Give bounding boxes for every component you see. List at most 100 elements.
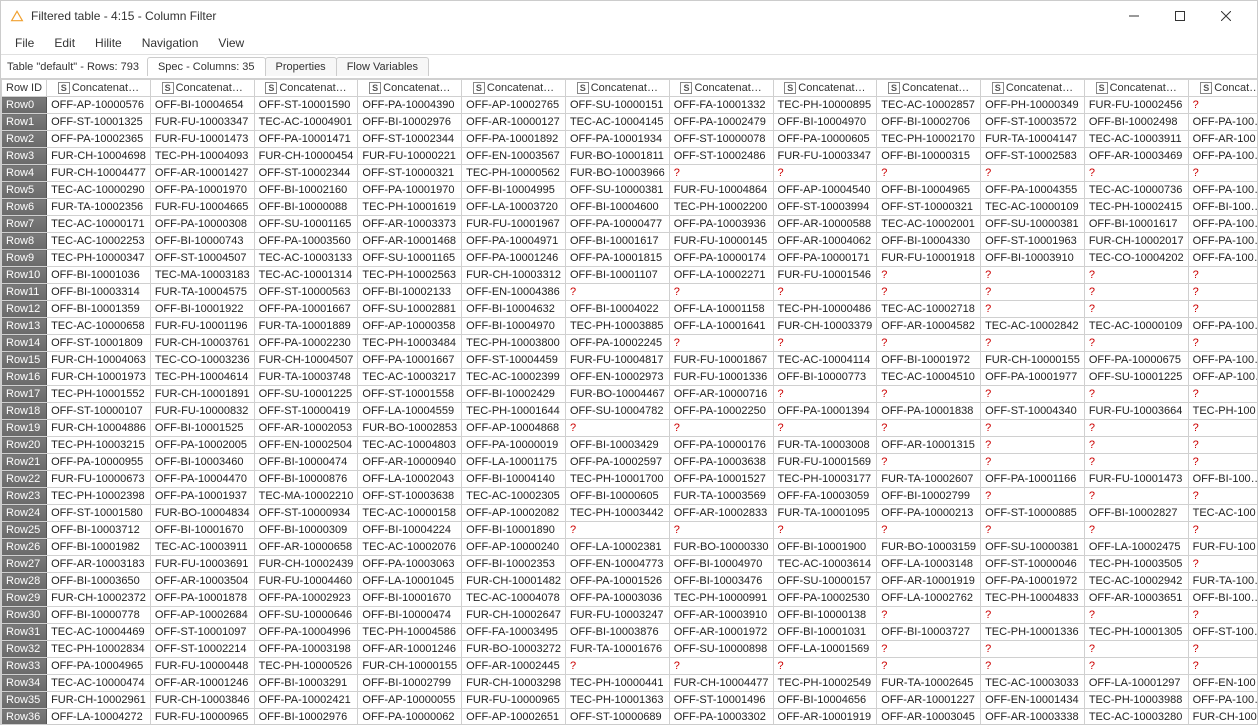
column-header[interactable]: SConcatenat… [877,80,981,97]
table-row[interactable]: Row27OFF-AR-10003183FUR-FU-10003691FUR-C… [2,556,1258,573]
table-row[interactable]: Row24OFF-ST-10001580FUR-BO-10004834OFF-S… [2,505,1258,522]
tab-properties[interactable]: Properties [265,57,337,76]
table-row[interactable]: Row7TEC-AC-10000171OFF-PA-10000308OFF-SU… [2,216,1258,233]
data-cell: TEC-AC-10000109 [1084,318,1188,335]
table-row[interactable]: Row32TEC-PH-10002834OFF-ST-10002214OFF-P… [2,641,1258,658]
column-header[interactable]: SConcatenat… [150,80,254,97]
table-row[interactable]: Row0OFF-AP-10000576OFF-BI-10004654OFF-ST… [2,97,1258,114]
table-row[interactable]: Row3FUR-CH-10004698TEC-PH-10004093FUR-CH… [2,148,1258,165]
table-row[interactable]: Row14OFF-ST-10001809FUR-CH-10003761OFF-P… [2,335,1258,352]
table-row[interactable]: Row35FUR-CH-10002961FUR-CH-10003846OFF-P… [2,692,1258,709]
table-row[interactable]: Row11OFF-BI-10003314FUR-TA-10004575OFF-S… [2,284,1258,301]
table-row[interactable]: Row33OFF-PA-10004965FUR-FU-10000448TEC-P… [2,658,1258,675]
data-cell: OFF-PA-10002597 [565,454,669,471]
menu-view[interactable]: View [208,34,254,52]
column-header[interactable]: SConcatenat… [358,80,462,97]
rowid-cell: Row29 [2,590,47,607]
data-cell: TEC-PH-10004833 [981,590,1085,607]
table-row[interactable]: Row20TEC-PH-10003215OFF-PA-10002005OFF-E… [2,437,1258,454]
table-row[interactable]: Row5TEC-AC-10000290OFF-PA-10001970OFF-BI… [2,182,1258,199]
table-row[interactable]: Row8TEC-AC-10002253OFF-BI-10000743OFF-PA… [2,233,1258,250]
tab-flow-variables[interactable]: Flow Variables [336,57,429,76]
table-row[interactable]: Row36OFF-LA-10004272FUR-FU-10000965OFF-B… [2,709,1258,725]
data-cell: OFF-FA-10003059 [773,488,877,505]
column-header[interactable]: SConcatenat… [981,80,1085,97]
data-cell: OFF-ST-10000689 [565,709,669,725]
data-cell: OFF-AP-10000240 [462,539,566,556]
table-row[interactable]: Row15FUR-CH-10004063TEC-CO-10003236FUR-C… [2,352,1258,369]
table-row[interactable]: Row6FUR-TA-10002356FUR-FU-10004665OFF-BI… [2,199,1258,216]
data-cell: OFF-AP-10000358 [358,318,462,335]
menu-file[interactable]: File [5,34,44,52]
table-row[interactable]: Row10OFF-BI-10001036TEC-MA-10003183TEC-A… [2,267,1258,284]
column-header[interactable]: SConcatenat… [254,80,358,97]
table-row[interactable]: Row9TEC-PH-10000347OFF-ST-10004507TEC-AC… [2,250,1258,267]
data-cell: OFF-EN-10001434 [981,692,1085,709]
column-header[interactable]: SConcat… [1188,80,1257,97]
data-cell: OFF-EN-10004386 [462,284,566,301]
table-row[interactable]: Row1OFF-ST-10001325FUR-FU-10003347TEC-AC… [2,114,1258,131]
data-cell: OFF-PA-10003198 [254,641,358,658]
data-cell: OFF-BI-10002706 [877,114,981,131]
column-header-label: Concatenat… [1006,82,1073,94]
table-row[interactable]: Row16FUR-CH-10001973TEC-PH-10004614FUR-T… [2,369,1258,386]
menu-edit[interactable]: Edit [44,34,85,52]
table-row[interactable]: Row12OFF-BI-10001359OFF-BI-10001922OFF-P… [2,301,1258,318]
tab-spec[interactable]: Spec - Columns: 35 [147,57,266,76]
data-cell: ? [1084,437,1188,454]
rowid-cell: Row13 [2,318,47,335]
data-cell: ? [981,607,1085,624]
data-cell: OFF-ST-10001325 [47,114,151,131]
table-row[interactable]: Row34TEC-AC-10000474OFF-AR-10001246OFF-B… [2,675,1258,692]
table-row[interactable]: Row19FUR-CH-10004886OFF-BI-10001525OFF-A… [2,420,1258,437]
data-cell: OFF-SU-10000898 [669,641,773,658]
table-row[interactable]: Row28OFF-BI-10003650OFF-AR-10003504FUR-F… [2,573,1258,590]
data-cell: OFF-ST-10002214 [150,641,254,658]
table-row[interactable]: Row17TEC-PH-10001552FUR-CH-10001891OFF-S… [2,386,1258,403]
data-cell: ? [1188,658,1257,675]
table-row[interactable]: Row30OFF-BI-10000778OFF-AP-10002684OFF-S… [2,607,1258,624]
column-header[interactable]: SConcatenat… [773,80,877,97]
data-cell: OFF-BI-10002827 [1084,505,1188,522]
data-cell: ? [981,420,1085,437]
table-row[interactable]: Row21OFF-PA-10000955OFF-BI-10003460OFF-B… [2,454,1258,471]
string-type-icon: S [784,82,796,94]
data-cell: OFF-AR-10002833 [669,505,773,522]
table-row[interactable]: Row26OFF-BI-10001982TEC-AC-10003911OFF-A… [2,539,1258,556]
data-cell: OFF-ST-10000321 [358,165,462,182]
table-row[interactable]: Row13TEC-AC-10000658FUR-FU-10001196FUR-T… [2,318,1258,335]
data-cell: TEC-AC-10004901 [254,114,358,131]
table-row[interactable]: Row31TEC-AC-10004469OFF-ST-10001097OFF-P… [2,624,1258,641]
column-header[interactable]: SConcatenat… [669,80,773,97]
data-cell: OFF-ST-10001590 [254,97,358,114]
column-header-label: Concatenat… [798,82,865,94]
table-row[interactable]: Row18OFF-ST-10000107FUR-FU-10000832OFF-S… [2,403,1258,420]
column-header[interactable]: SConcatenat… [565,80,669,97]
table-row[interactable]: Row2OFF-PA-10002365FUR-FU-10001473OFF-PA… [2,131,1258,148]
menu-navigation[interactable]: Navigation [132,34,209,52]
data-cell: OFF-BI-10004330 [877,233,981,250]
rowid-header[interactable]: Row ID [2,80,47,97]
column-header[interactable]: SConcatenat… [1084,80,1188,97]
table-row[interactable]: Row23TEC-PH-10002398OFF-PA-10001937TEC-M… [2,488,1258,505]
minimize-button[interactable] [1111,1,1157,31]
column-header[interactable]: SConcatenat… [47,80,151,97]
data-cell: ? [877,284,981,301]
data-cell: OFF-BI-10000743 [150,233,254,250]
data-cell: ? [1188,284,1257,301]
table-row[interactable]: Row25OFF-BI-10003712OFF-BI-10001670OFF-B… [2,522,1258,539]
data-cell: OFF-BI-10002429 [462,386,566,403]
close-button[interactable] [1203,1,1249,31]
data-cell: OFF-SU-10001165 [358,250,462,267]
column-header[interactable]: SConcatenat… [462,80,566,97]
data-cell: OFF-PA-10004355 [981,182,1085,199]
table-row[interactable]: Row4FUR-CH-10004477OFF-AR-10001427OFF-ST… [2,165,1258,182]
menu-hilite[interactable]: Hilite [85,34,132,52]
data-cell: OFF-AP-10002684 [150,607,254,624]
table-row[interactable]: Row22FUR-FU-10000673OFF-PA-10004470OFF-B… [2,471,1258,488]
table-row[interactable]: Row29FUR-CH-10002372OFF-PA-10001878OFF-P… [2,590,1258,607]
table-viewport[interactable]: Row IDSConcatenat…SConcatenat…SConcatena… [1,79,1257,724]
maximize-button[interactable] [1157,1,1203,31]
data-cell: TEC-CO-10004202 [1084,250,1188,267]
data-cell: TEC-PH-10002549 [773,675,877,692]
